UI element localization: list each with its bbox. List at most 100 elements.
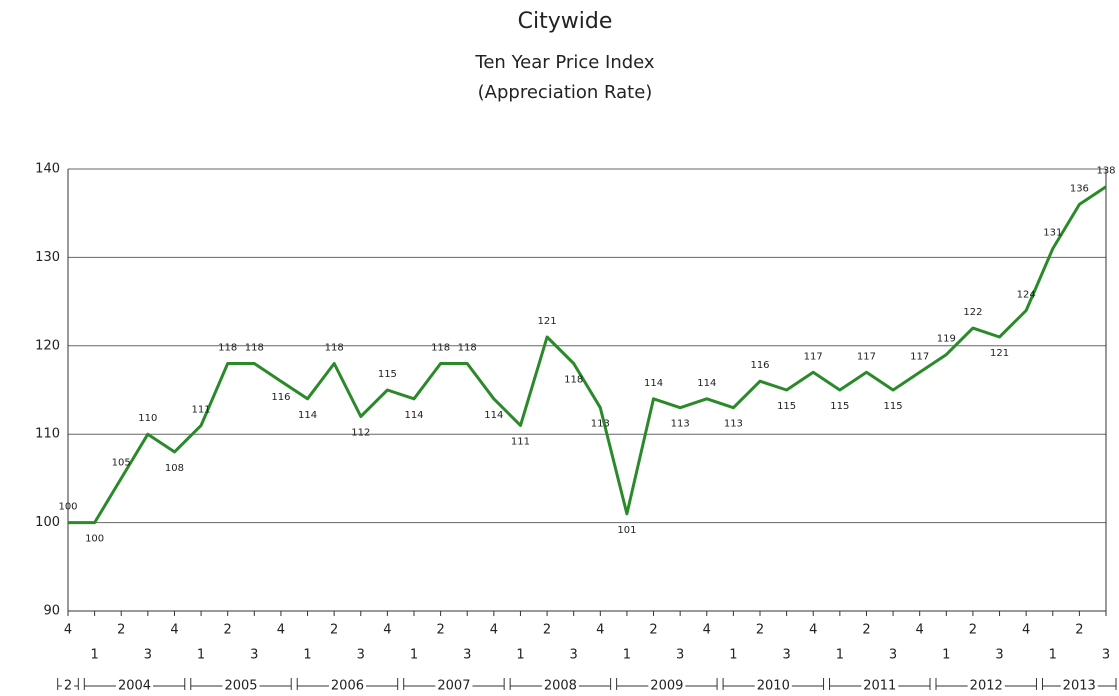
year-label: 2006 — [331, 679, 364, 694]
y-tick-label: 110 — [35, 427, 60, 442]
x-tick-label: 1 — [942, 648, 950, 663]
data-label: 111 — [511, 436, 530, 447]
data-label: 105 — [112, 457, 131, 468]
x-tick-label: 1 — [303, 648, 311, 663]
x-tick-label: 4 — [596, 623, 604, 638]
data-label: 119 — [937, 334, 956, 345]
x-tick-label: 3 — [570, 648, 578, 663]
x-tick-label: 1 — [197, 648, 205, 663]
y-tick-label: 140 — [35, 162, 60, 177]
data-label: 124 — [1017, 289, 1036, 300]
x-tick-label: 4 — [1022, 623, 1030, 638]
data-label: 118 — [564, 374, 583, 385]
year-label: 2010 — [757, 679, 790, 694]
x-tick-label: 4 — [916, 623, 924, 638]
year-label: 2012 — [970, 679, 1003, 694]
year-label: 2007 — [437, 679, 470, 694]
y-tick-label: 120 — [35, 338, 60, 353]
data-label: 114 — [484, 410, 503, 421]
chart-title: Citywide — [518, 9, 613, 34]
data-label: 131 — [1043, 228, 1062, 239]
chart-subtitle: Ten Year Price Index — [474, 52, 655, 73]
x-tick-label: 1 — [1049, 648, 1057, 663]
data-label: 111 — [192, 404, 211, 415]
x-tick-label: 4 — [277, 623, 285, 638]
year-label-bg — [435, 678, 473, 694]
x-tick-label: 3 — [995, 648, 1003, 663]
year-label: 2009 — [650, 679, 683, 694]
data-label: 122 — [963, 307, 982, 318]
x-tick-label: 4 — [809, 623, 817, 638]
data-label: 114 — [697, 378, 716, 389]
x-tick-label: 4 — [383, 623, 391, 638]
data-label: 110 — [138, 413, 157, 424]
data-label: 113 — [724, 419, 743, 430]
year-label-bg — [1060, 678, 1098, 694]
data-label: 114 — [298, 410, 317, 421]
data-label: 138 — [1096, 166, 1115, 177]
data-label: 100 — [85, 534, 104, 545]
data-label: 114 — [404, 410, 423, 421]
x-tick-label: 4 — [64, 623, 72, 638]
data-label: 118 — [218, 342, 237, 353]
year-label-bg — [61, 678, 75, 694]
data-label: 108 — [165, 463, 184, 474]
year-label: 2004 — [118, 679, 151, 694]
data-label: 112 — [351, 428, 370, 439]
data-label: 118 — [458, 342, 477, 353]
data-label: 115 — [378, 369, 397, 380]
x-tick-label: 1 — [836, 648, 844, 663]
data-label: 116 — [750, 360, 769, 371]
x-tick-label: 2 — [436, 623, 444, 638]
data-label: 117 — [804, 351, 823, 362]
data-label: 117 — [910, 351, 929, 362]
data-label: 101 — [617, 525, 636, 536]
year-label: 2 — [64, 679, 72, 694]
x-tick-label: 2 — [862, 623, 870, 638]
data-label: 115 — [830, 401, 849, 412]
year-label: 2005 — [224, 679, 257, 694]
x-tick-label: 4 — [170, 623, 178, 638]
x-tick-label: 3 — [144, 648, 152, 663]
year-label-bg — [967, 678, 1005, 694]
chart-subtitle: (Appreciation Rate) — [478, 82, 653, 103]
x-tick-label: 4 — [490, 623, 498, 638]
year-label-bg — [541, 678, 579, 694]
data-label: 121 — [538, 316, 557, 327]
year-label: 2008 — [544, 679, 577, 694]
data-label: 113 — [671, 419, 690, 430]
data-label: 100 — [58, 502, 77, 513]
line — [68, 185, 1107, 525]
data-label: 114 — [644, 378, 663, 389]
year-label: 2013 — [1063, 679, 1096, 694]
year-label-bg — [648, 678, 686, 694]
data-label: 136 — [1070, 183, 1089, 194]
x-tick-label: 1 — [410, 648, 418, 663]
x-tick-label: 4 — [703, 623, 711, 638]
x-tick-label: 1 — [516, 648, 524, 663]
x-tick-label: 2 — [649, 623, 657, 638]
x-tick-label: 3 — [782, 648, 790, 663]
year-label-bg — [861, 678, 899, 694]
data-label: 118 — [431, 342, 450, 353]
data-label: 118 — [325, 342, 344, 353]
data-label: 118 — [245, 342, 264, 353]
x-tick-label: 2 — [117, 623, 125, 638]
year-label: 2011 — [863, 679, 896, 694]
x-tick-label: 3 — [357, 648, 365, 663]
x-tick-label: 3 — [463, 648, 471, 663]
year-label-bg — [328, 678, 367, 694]
x-tick-label: 2 — [1075, 623, 1083, 638]
x-tick-label: 1 — [623, 648, 631, 663]
y-tick-label: 100 — [35, 515, 60, 530]
x-tick-label: 3 — [889, 648, 897, 663]
data-label: 121 — [990, 348, 1009, 359]
data-label: 113 — [591, 419, 610, 430]
x-tick-label: 2 — [330, 623, 338, 638]
y-tick-label: 90 — [43, 604, 60, 619]
x-tick-label: 3 — [1102, 648, 1110, 663]
x-tick-label: 2 — [756, 623, 764, 638]
x-tick-label: 3 — [250, 648, 258, 663]
x-tick-label: 2 — [543, 623, 551, 638]
